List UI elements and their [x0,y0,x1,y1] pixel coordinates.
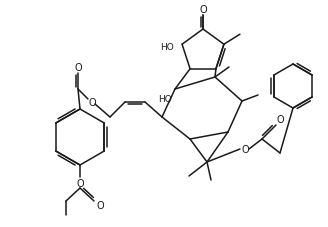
Text: O: O [74,63,82,73]
Text: HO: HO [160,42,174,52]
Text: O: O [76,178,84,188]
Text: O: O [88,98,96,108]
Text: HO: HO [158,94,172,103]
Text: O: O [96,200,104,210]
Text: O: O [241,144,249,154]
Text: O: O [276,114,284,124]
Text: O: O [199,5,207,15]
